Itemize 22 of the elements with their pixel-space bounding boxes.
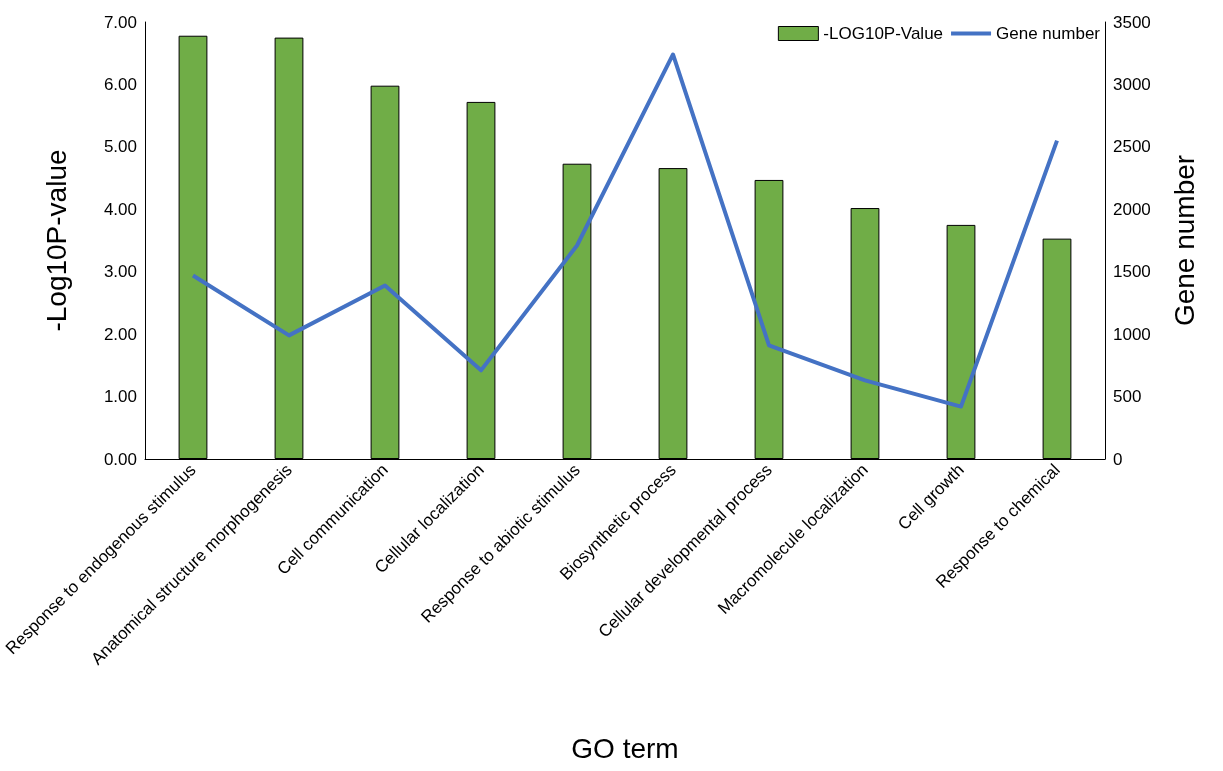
y-axis-title: -Log10P-value <box>40 149 72 332</box>
y2-tick-label: 500 <box>1113 387 1142 407</box>
y2-tick-label: 2000 <box>1113 199 1151 219</box>
y-tick-label: 5.00 <box>103 137 137 157</box>
y-tick-label: 1.00 <box>103 387 137 407</box>
legend-label: -LOG10P-Value <box>823 24 944 43</box>
y-tick-label: 2.00 <box>103 324 137 344</box>
y2-axis-title: Gene number <box>1168 154 1200 327</box>
y2-tick-label: 3000 <box>1113 74 1151 94</box>
line-series <box>191 52 1059 409</box>
legend-label: Gene number <box>996 24 1101 43</box>
y2-tick-label: 1500 <box>1113 262 1151 282</box>
y-tick-label: 7.00 <box>103 12 137 32</box>
y-tick-label: 0.00 <box>103 449 137 469</box>
y-tick-label: 4.00 <box>103 199 137 219</box>
x-axis-title: GO term <box>571 732 679 764</box>
y2-tick-label: 3500 <box>1113 12 1151 32</box>
y2-tick-label: 2500 <box>1113 137 1151 157</box>
y-tick-label: 3.00 <box>103 262 137 282</box>
y-tick-label: 6.00 <box>103 74 137 94</box>
y2-tick-label: 1000 <box>1113 324 1151 344</box>
y2-tick-label: 0 <box>1113 449 1123 469</box>
